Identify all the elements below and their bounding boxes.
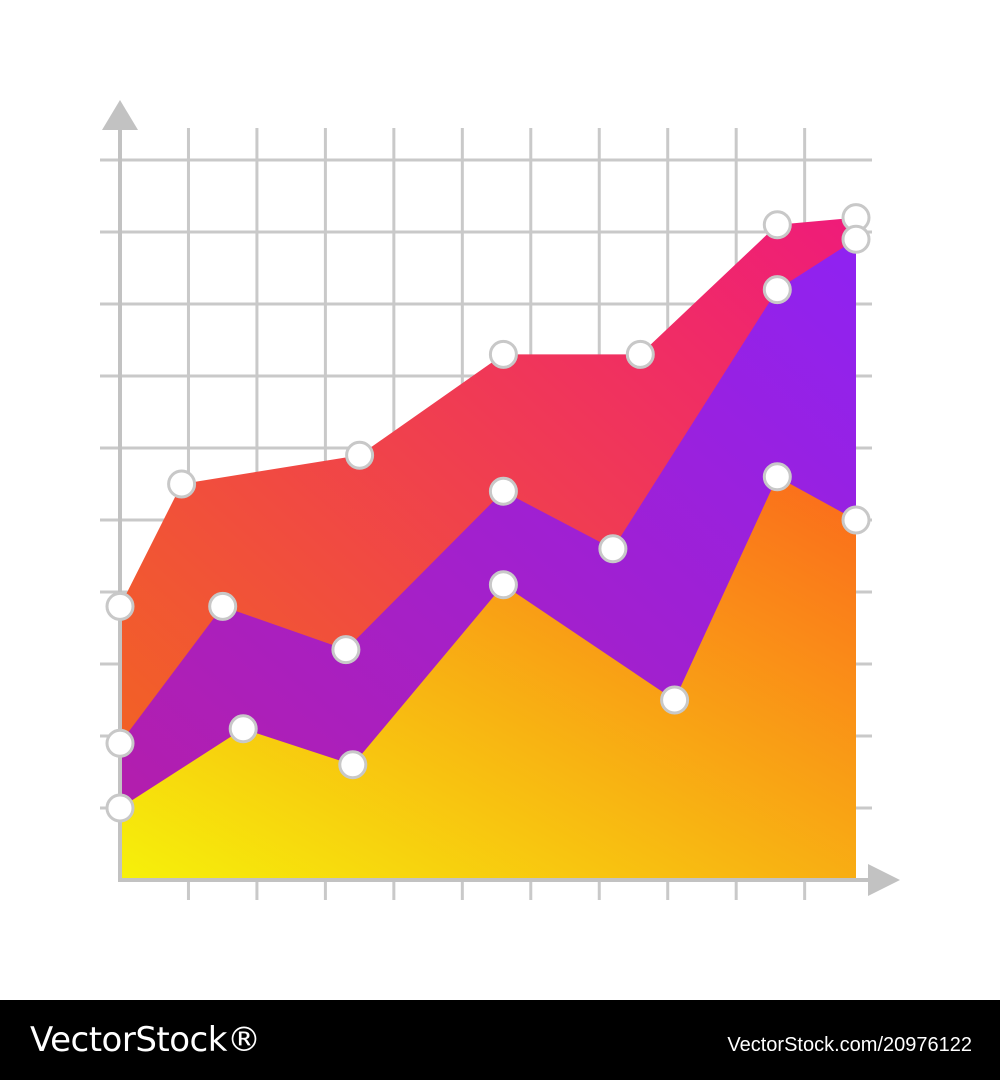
data-point-marker-series-3 — [762, 462, 792, 492]
chart-area — [100, 100, 900, 900]
brand-logo: VectorStock® — [30, 1020, 261, 1060]
data-point-marker-series-2 — [331, 635, 361, 665]
data-point-marker-series-3 — [338, 750, 368, 780]
data-point-marker-series-2 — [105, 728, 135, 758]
area-chart — [100, 100, 900, 900]
data-point-marker-series-1 — [762, 210, 792, 240]
data-point-marker-series-2 — [208, 591, 238, 621]
data-point-marker-series-1 — [625, 339, 655, 369]
data-point-marker-series-1 — [488, 339, 518, 369]
area-series-3 — [120, 476, 856, 880]
footer-bar: VectorStock® VectorStock.com/20976122 — [0, 1000, 1000, 1080]
data-point-marker-series-1 — [345, 440, 375, 470]
x-axis-arrow-icon — [868, 864, 900, 896]
data-point-marker-series-1 — [105, 591, 135, 621]
data-point-marker-series-2 — [598, 534, 628, 564]
data-point-marker-series-3 — [841, 505, 871, 535]
data-point-marker-series-2 — [841, 224, 871, 254]
data-point-marker-series-2 — [488, 476, 518, 506]
data-point-marker-series-1 — [167, 469, 197, 499]
data-point-marker-series-2 — [762, 275, 792, 305]
y-axis-arrow-icon — [102, 100, 138, 130]
data-point-marker-series-3 — [660, 685, 690, 715]
data-point-marker-series-3 — [228, 714, 258, 744]
data-point-marker-series-3 — [105, 793, 135, 823]
data-point-marker-series-3 — [488, 570, 518, 600]
image-id-label: VectorStock.com/20976122 — [727, 1034, 972, 1056]
